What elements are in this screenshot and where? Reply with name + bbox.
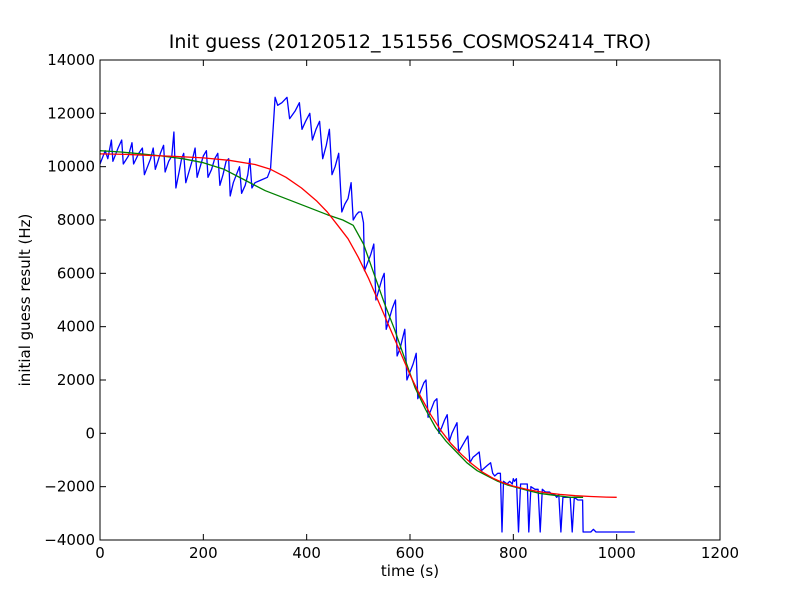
chart-title: Init guess (20120512_151556_COSMOS2414_T… [169, 31, 651, 53]
y-tick-label: 2000 [57, 371, 95, 389]
x-tick-label: 0 [95, 544, 105, 562]
y-tick-label: 0 [85, 424, 95, 442]
y-tick-label: 8000 [57, 211, 95, 229]
x-tick-label: 1000 [598, 544, 636, 562]
y-tick-label: 12000 [47, 104, 95, 122]
x-tick-label: 200 [189, 544, 218, 562]
y-tick-label: 6000 [57, 264, 95, 282]
y-tick-label: −4000 [44, 531, 95, 549]
y-axis-ticks: −4000 −2000 0 2000 4000 6000 8000 10000 12000 140… [44, 51, 720, 549]
y-tick-label: 10000 [47, 158, 95, 176]
x-axis-label: time (s) [381, 562, 439, 580]
x-tick-label: 600 [396, 544, 425, 562]
x-tick-label: 800 [499, 544, 528, 562]
y-tick-label: 14000 [47, 51, 95, 69]
series-layer [99, 96, 635, 533]
x-axis-ticks: 0 200 400 600 800 1000 1200 [95, 60, 739, 562]
x-tick-label: 1200 [701, 544, 739, 562]
plot-area: 0 200 400 600 800 1000 1200 −4000 −2000 0 2000 400… [44, 51, 739, 562]
y-tick-label: −2000 [44, 478, 95, 496]
y-axis-label: initial guess result (Hz) [16, 214, 34, 387]
y-tick-label: 4000 [57, 318, 95, 336]
x-tick-label: 400 [292, 544, 321, 562]
series-line-2 [99, 153, 617, 498]
